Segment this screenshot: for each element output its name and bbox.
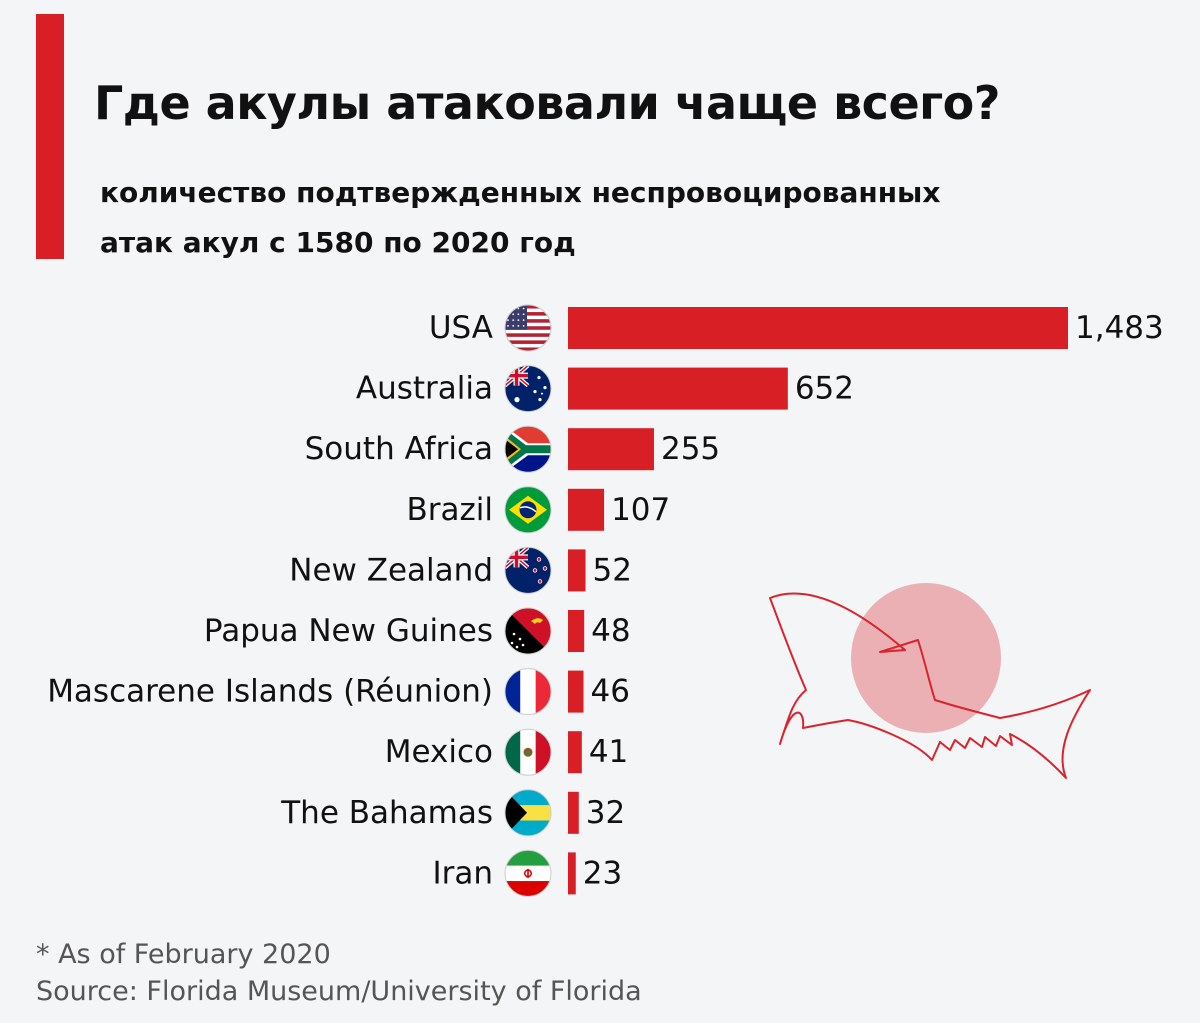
chart-subtitle: количество подтвержденных неспровоцирова… bbox=[100, 168, 1100, 268]
category-label: Mexico bbox=[385, 734, 493, 770]
papua-new-guinea-flag-icon bbox=[505, 608, 551, 654]
footnote: * As of February 2020 bbox=[36, 939, 331, 970]
value-label: 32 bbox=[586, 795, 625, 831]
value-label: 46 bbox=[591, 674, 630, 710]
bar bbox=[568, 670, 584, 713]
shark-outline-icon bbox=[769, 592, 1091, 779]
bar bbox=[568, 731, 582, 774]
flag-border bbox=[504, 365, 552, 413]
shark-illustration-icon bbox=[769, 583, 1091, 779]
bar bbox=[568, 549, 586, 592]
chart-row: Papua New Guines 48 bbox=[204, 607, 631, 655]
bar bbox=[568, 367, 788, 410]
chart-footer: * As of February 2020 Source: Florida Mu… bbox=[36, 936, 642, 1010]
category-label: The Bahamas bbox=[280, 795, 493, 831]
value-label: 1,483 bbox=[1075, 310, 1164, 346]
flag-border bbox=[504, 789, 552, 837]
flag-border bbox=[504, 728, 552, 776]
chart-row: South Africa 255 bbox=[305, 425, 720, 473]
chart-row: Brazil 107 bbox=[406, 486, 670, 534]
bar bbox=[568, 307, 1068, 349]
category-label: Papua New Guines bbox=[204, 613, 493, 649]
accent-bar bbox=[36, 14, 64, 259]
bar bbox=[568, 791, 579, 834]
mexico-flag-icon bbox=[505, 729, 551, 776]
category-label: New Zealand bbox=[289, 552, 493, 588]
bar bbox=[568, 610, 585, 652]
category-label: Australia bbox=[356, 371, 493, 407]
chart-row: The Bahamas 32 bbox=[280, 789, 625, 837]
bar bbox=[568, 428, 654, 471]
flag-border bbox=[504, 849, 552, 897]
bar bbox=[568, 488, 605, 531]
new-zealand-flag-icon bbox=[505, 547, 551, 594]
value-label: 52 bbox=[593, 552, 632, 588]
chart-row: Mascarene Islands (Réunion) 46 bbox=[47, 668, 630, 716]
france-flag-icon bbox=[505, 668, 551, 715]
us-flag-icon bbox=[505, 305, 551, 351]
flag-border bbox=[504, 546, 552, 594]
category-label: Brazil bbox=[406, 492, 493, 528]
brazil-flag-icon bbox=[505, 486, 551, 533]
flag-border bbox=[504, 425, 552, 473]
value-label: 107 bbox=[611, 492, 670, 528]
category-label: USA bbox=[429, 310, 493, 346]
source-note: Source: Florida Museum/University of Flo… bbox=[36, 976, 642, 1007]
chart-row: USA 1,483 bbox=[429, 304, 1164, 352]
value-label: 48 bbox=[591, 613, 630, 649]
category-label: Iran bbox=[432, 855, 493, 891]
chart-row: Iran 23 bbox=[432, 849, 622, 897]
chart-row: Australia 652 bbox=[356, 365, 854, 413]
bar bbox=[568, 852, 576, 895]
value-label: 23 bbox=[583, 855, 622, 891]
chart-title: Где акулы атаковали чаще всего? bbox=[94, 76, 1000, 130]
shark-circle bbox=[851, 583, 1001, 733]
value-label: 255 bbox=[661, 431, 720, 467]
category-label: Mascarene Islands (Réunion) bbox=[47, 674, 493, 710]
value-label: 41 bbox=[589, 734, 628, 770]
category-label: South Africa bbox=[305, 431, 493, 467]
chart-row: Mexico 41 bbox=[385, 728, 628, 776]
bahamas-flag-icon bbox=[505, 789, 551, 836]
flag-border bbox=[504, 486, 552, 534]
chart-row: New Zealand 52 bbox=[289, 546, 632, 594]
subtitle-line-1: количество подтвержденных неспровоцирова… bbox=[100, 176, 941, 209]
flag-border bbox=[504, 304, 552, 352]
flag-border bbox=[504, 607, 552, 655]
flag-border bbox=[504, 668, 552, 716]
subtitle-line-2: атак акул с 1580 по 2020 год bbox=[100, 226, 576, 259]
value-label: 652 bbox=[795, 371, 854, 407]
iran-flag-icon bbox=[505, 850, 551, 897]
south-africa-flag-icon bbox=[505, 426, 551, 473]
